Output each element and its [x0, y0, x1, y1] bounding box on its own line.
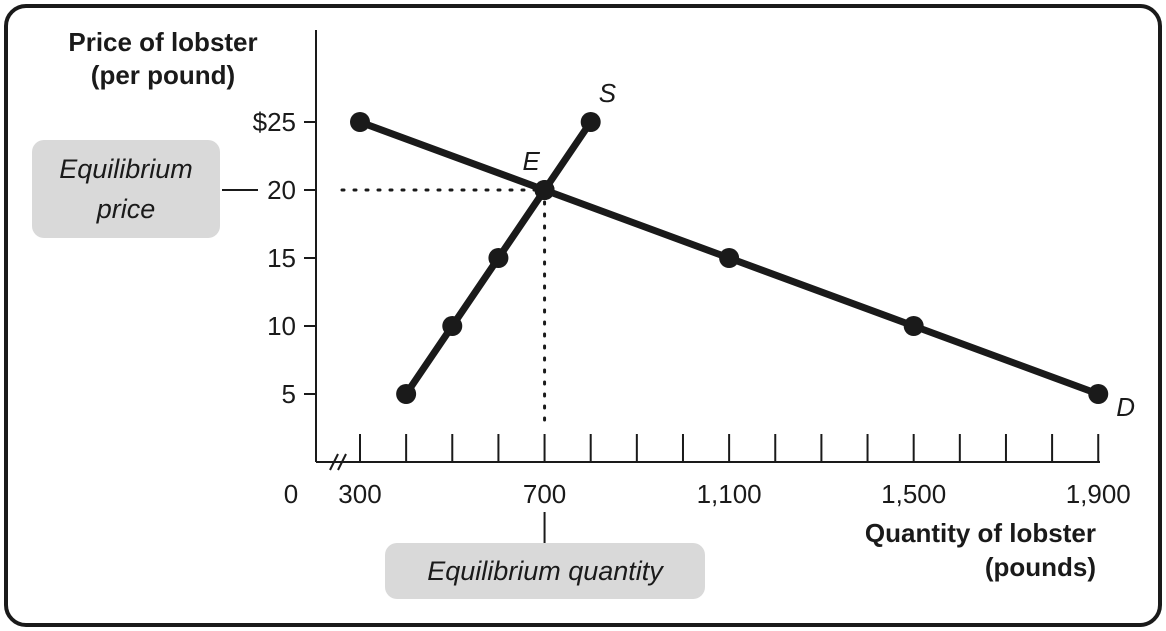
x-tick-label: 700: [523, 479, 566, 509]
data-point-s: [396, 384, 417, 404]
x-axis-title: Quantity of lobster (pounds): [790, 516, 1096, 584]
y-tick-label: 10: [267, 311, 296, 341]
y-tick-label: 5: [282, 379, 296, 409]
data-point-s: [580, 112, 601, 132]
data-point-d: [534, 180, 555, 200]
data-point-s: [442, 316, 463, 336]
data-point-d: [719, 248, 740, 268]
x-tick-label: 300: [338, 479, 381, 509]
x-axis-title-line-2: (pounds): [984, 552, 1096, 582]
equilibrium-quantity-callout: Equilibrium quantity: [385, 543, 705, 599]
y-tick-label: 15: [267, 243, 296, 273]
axis-break-mark: [329, 453, 339, 471]
y-tick-label: 20: [267, 175, 296, 205]
equilibrium-price-label: Equilibrium price: [59, 154, 193, 224]
x-tick-label: 1,100: [697, 479, 762, 509]
equilibrium-price-callout: Equilibrium price: [32, 140, 220, 238]
supply-curve-label: S: [599, 78, 617, 108]
y-axis-title-line-2: (per pound): [90, 60, 236, 90]
data-point-d: [1088, 384, 1109, 404]
origin-label: 0: [284, 479, 298, 509]
x-axis-title-line-1: Quantity of lobster: [864, 518, 1096, 548]
y-axis-title-line-1: Price of lobster: [68, 27, 258, 57]
y-axis-title: Price of lobster (per pound): [58, 26, 268, 92]
demand-curve-label: D: [1116, 392, 1135, 422]
data-point-d: [350, 112, 370, 132]
equilibrium-quantity-label: Equilibrium quantity: [427, 555, 663, 586]
y-tick-label: $25: [253, 107, 296, 137]
axis-break-mark: [337, 453, 347, 471]
data-point-s: [488, 248, 509, 268]
chart-frame: [4, 4, 1162, 627]
data-point-d: [903, 316, 924, 336]
x-tick-label: 1,500: [881, 479, 946, 509]
equilibrium-point-label: E: [523, 146, 541, 176]
x-tick-label: 1,900: [1066, 479, 1131, 509]
